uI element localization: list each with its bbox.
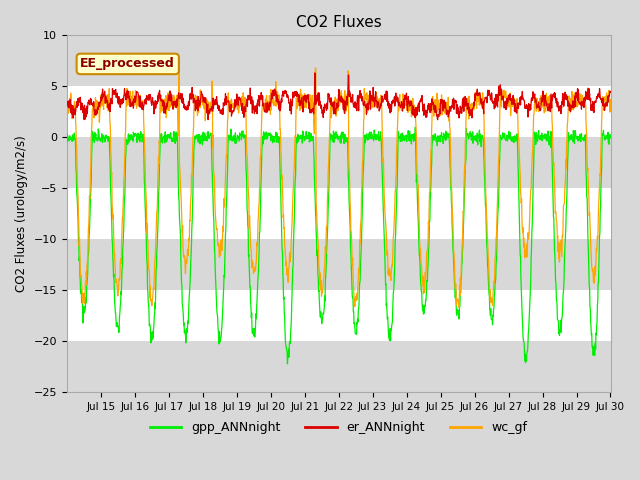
Y-axis label: CO2 Fluxes (urology/m2/s): CO2 Fluxes (urology/m2/s) <box>15 135 28 292</box>
Bar <box>67 341 611 392</box>
Legend: gpp_ANNnight, er_ANNnight, wc_gf: gpp_ANNnight, er_ANNnight, wc_gf <box>145 416 532 439</box>
Text: EE_processed: EE_processed <box>81 58 175 71</box>
Bar <box>67 137 611 188</box>
Bar <box>67 36 611 86</box>
Bar <box>67 86 611 137</box>
Bar <box>67 239 611 290</box>
Bar <box>67 290 611 341</box>
Bar <box>67 188 611 239</box>
Title: CO2 Fluxes: CO2 Fluxes <box>296 15 381 30</box>
